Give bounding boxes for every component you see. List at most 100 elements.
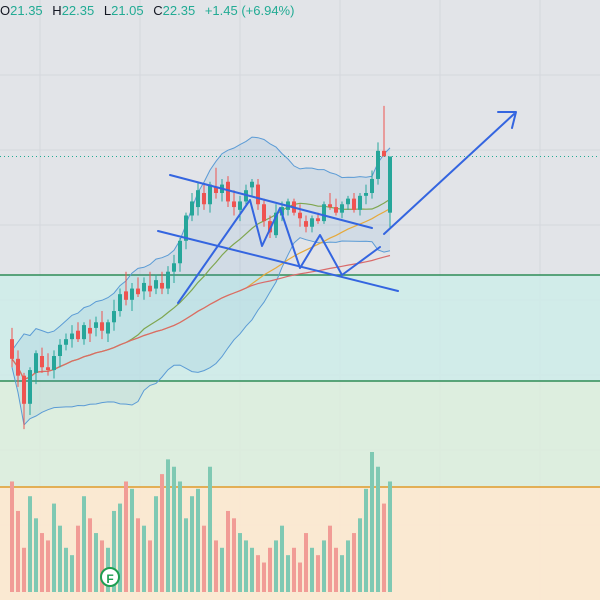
candles[interactable]: [10, 105, 392, 430]
candle-body: [40, 356, 44, 368]
volume-bar: [226, 510, 230, 592]
candle-body: [130, 288, 134, 300]
volume-bar: [58, 525, 62, 592]
volume-bar: [130, 488, 134, 592]
f-badge-icon[interactable]: F: [100, 567, 120, 587]
volume-bar: [274, 540, 278, 592]
breakout-arrow: [383, 113, 515, 235]
ohlc-legend: O21.35 H22.35 L21.05 C22.35 +1.45 (+6.94…: [0, 3, 300, 18]
candle-body: [202, 193, 206, 205]
volume-bar: [22, 547, 26, 592]
close-value: 22.35: [162, 3, 196, 18]
volume-bar: [196, 488, 200, 592]
candle-body: [274, 212, 278, 236]
volume-bar: [382, 503, 386, 592]
volume-bar: [328, 525, 332, 592]
low-value: 21.05: [111, 3, 144, 18]
volume-bar: [10, 481, 14, 592]
candle-body: [322, 204, 326, 222]
candle-body: [376, 150, 380, 179]
candle-body: [52, 356, 56, 371]
candle-body: [58, 344, 62, 357]
volume-bar: [118, 503, 122, 592]
volume-bar: [280, 525, 284, 592]
candle-body: [304, 221, 308, 227]
volume-bar: [172, 466, 176, 592]
candle-body: [268, 221, 272, 233]
candle-body: [136, 288, 140, 295]
volume-bar: [214, 540, 218, 592]
candle-body: [370, 178, 374, 194]
volume-bar: [76, 525, 80, 592]
candle-body: [112, 311, 116, 323]
candle-body: [106, 322, 110, 334]
candle-body: [250, 181, 254, 188]
candle-body: [310, 218, 314, 227]
volume-bar: [304, 533, 308, 592]
volume-bar: [238, 533, 242, 592]
candle-body: [178, 240, 182, 264]
volume-bar: [310, 547, 314, 592]
candle-body: [298, 212, 302, 219]
candle-body: [256, 184, 260, 205]
volume-bar: [268, 547, 272, 592]
volume-bar: [112, 510, 116, 592]
volume-bar: [364, 488, 368, 592]
volume-bar: [46, 540, 50, 592]
candle-body: [190, 201, 194, 216]
candle-body: [232, 201, 236, 208]
volume-bar: [100, 540, 104, 592]
candle-body: [154, 280, 158, 289]
candle-body: [94, 322, 98, 328]
volume-bar: [34, 518, 38, 592]
candle-body: [88, 327, 92, 334]
channel-lower-line: [157, 230, 399, 292]
candle-body: [184, 215, 188, 241]
volume-bar: [298, 562, 302, 592]
volume-bar: [286, 555, 290, 592]
candle-body: [346, 198, 350, 205]
volume-bar: [166, 459, 170, 592]
candle-body: [82, 325, 86, 340]
candle-body: [382, 150, 386, 157]
volume-bar: [52, 503, 56, 592]
trend-drawings[interactable]: [157, 111, 517, 304]
volume-bar: [94, 533, 98, 592]
volume-bar: [16, 510, 20, 592]
candle-body: [226, 181, 230, 202]
ma-long: [11, 254, 391, 381]
candle-body: [34, 353, 38, 373]
candle-body: [64, 339, 68, 345]
volume-bar: [148, 540, 152, 592]
open-value: 21.35: [10, 3, 43, 18]
high-value: 22.35: [61, 3, 95, 18]
candle-body: [118, 294, 122, 312]
volume-bar: [370, 452, 374, 592]
volume-bar: [28, 496, 32, 592]
open-key: O: [0, 3, 11, 18]
candle-body: [10, 339, 14, 359]
volume-bar: [208, 466, 212, 592]
candle-body: [124, 291, 128, 300]
volume-bar: [352, 533, 356, 592]
candle-body: [328, 204, 332, 208]
volume-bar: [82, 496, 86, 592]
volume-bar: [244, 540, 248, 592]
wave-path: [177, 199, 381, 304]
candle-body: [208, 184, 212, 205]
volume-bar: [232, 518, 236, 592]
volume-bar: [388, 481, 392, 592]
volume-bar: [262, 562, 266, 592]
moving-averages: [11, 198, 391, 381]
volume-bar: [346, 540, 350, 592]
zone-green: [0, 381, 600, 487]
volume-bar: [316, 555, 320, 592]
candle-body: [28, 370, 32, 404]
volume-bar: [292, 547, 296, 592]
volume-bar: [142, 525, 146, 592]
candle-body: [70, 333, 74, 340]
band-lower: [11, 237, 391, 427]
candle-body: [100, 322, 104, 331]
volume-bar: [88, 518, 92, 592]
